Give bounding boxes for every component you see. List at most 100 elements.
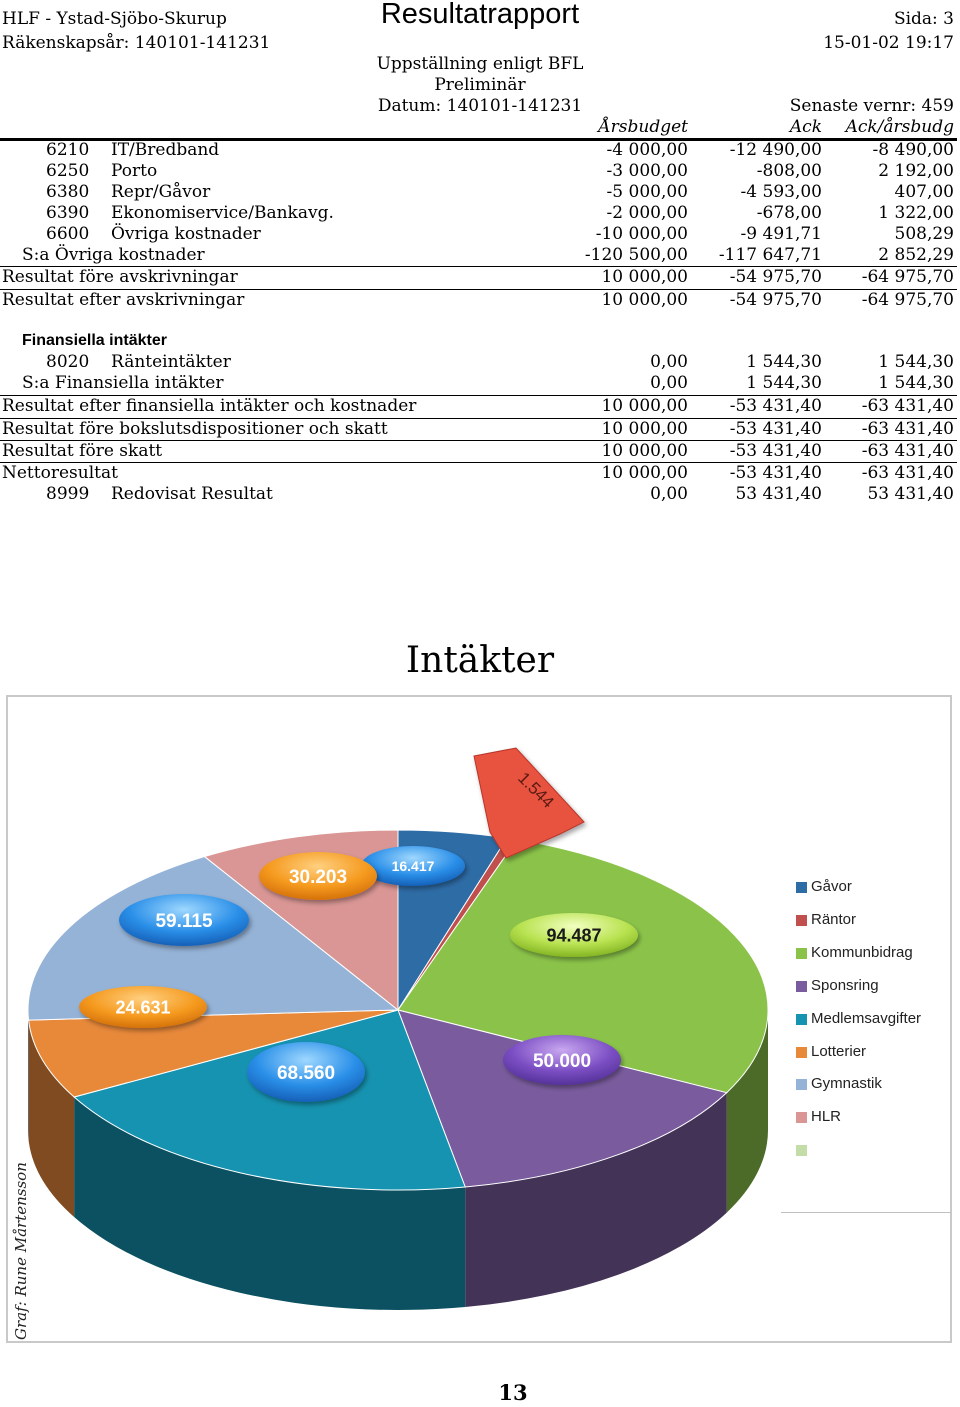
sum-row: S:a Övriga kostnader -120 500,00 -117 64…	[0, 245, 960, 266]
budget-value: 10 000,00	[601, 290, 688, 310]
col-header-budget: Årsbudget	[598, 117, 688, 137]
result-row: Resultat före skatt 10 000,00 -53 431,40…	[0, 441, 960, 462]
pie-slice-kommunbidrag	[397, 839, 769, 1094]
latest-voucher: Senaste vernr: 459	[789, 96, 954, 116]
diff-value: 1 322,00	[878, 203, 954, 223]
data-label-text: 30.203	[289, 867, 347, 888]
legend-label: Gymnastik	[811, 1075, 882, 1092]
budget-value: -4 000,00	[606, 140, 688, 160]
ack-value: -54 975,70	[729, 290, 822, 310]
diff-value: 407,00	[894, 182, 954, 202]
table-row: 6210 IT/Bredband -4 000,00 -12 490,00 -8…	[0, 140, 960, 161]
pie-side-sponsring	[465, 1092, 727, 1308]
data-label-medlemsavgifter: 68.560	[247, 1042, 365, 1102]
data-label-sponsring: 50.000	[503, 1035, 621, 1085]
ack-value: -4 593,00	[740, 182, 822, 202]
data-label-bubble	[259, 852, 377, 900]
account-name: Ekonomiservice/Bankavg.	[111, 203, 334, 223]
print-timestamp: 15-01-02 19:17	[823, 33, 954, 53]
divider	[0, 266, 957, 267]
budget-value: 10 000,00	[601, 267, 688, 287]
page-indicator: Sida: 3	[893, 9, 954, 29]
table-row: 8020 Ränteintäkter 0,00 1 544,30 1 544,3…	[0, 352, 960, 373]
legend-label: Lotterier	[811, 1043, 867, 1060]
pie-slice-sponsring	[397, 1009, 728, 1188]
data-label-bubble	[119, 894, 249, 946]
legend-label: HLR	[811, 1108, 842, 1125]
account-name: Ränteintäkter	[111, 352, 231, 372]
header-rule	[0, 138, 957, 141]
ack-value: -9 491,71	[740, 224, 822, 244]
chart-gridline	[781, 1212, 951, 1213]
result-label: Resultat före skatt	[2, 441, 163, 461]
sum-row: S:a Finansiella intäkter 0,00 1 544,30 1…	[0, 373, 960, 394]
table-row: 6380 Repr/Gåvor -5 000,00 -4 593,00 407,…	[0, 182, 960, 203]
result-label: Resultat efter finansiella intäkter och …	[2, 396, 417, 416]
data-label-bubble	[361, 846, 465, 886]
budget-value: 10 000,00	[601, 463, 688, 483]
chart-credit: Graf: Rune Mårtensson	[12, 1162, 30, 1340]
account-code: 6380	[46, 182, 90, 202]
ack-value: 1 544,30	[746, 352, 822, 372]
diff-value: -63 431,40	[861, 419, 954, 439]
report-status: Preliminär	[434, 75, 526, 95]
legend-swatch	[796, 948, 807, 959]
chart-title: Intäkter	[405, 640, 555, 681]
table-row: 6600 Övriga kostnader -10 000,00 -9 491,…	[0, 224, 960, 245]
data-label-text: 24.631	[115, 997, 170, 1017]
ack-value: -54 975,70	[729, 267, 822, 287]
budget-value: -120 500,00	[584, 245, 688, 265]
table-row: 6390 Ekonomiservice/Bankavg. -2 000,00 -…	[0, 203, 960, 224]
data-label-lotterier: 24.631	[79, 986, 207, 1028]
legend-label: Sponsring	[811, 977, 879, 994]
table-row: 6250 Porto -3 000,00 -808,00 2 192,00	[0, 161, 960, 182]
layout-standard: Uppställning enligt BFL	[376, 54, 584, 74]
diff-value: -63 431,40	[861, 441, 954, 461]
legend-swatch	[796, 981, 807, 992]
account-code: 6250	[46, 161, 90, 181]
data-label-hlr: 30.203	[259, 852, 377, 900]
data-label-bubble	[79, 986, 207, 1028]
data-label-gymnastik: 59.115	[119, 894, 249, 946]
report-title: Resultatrapport	[380, 0, 580, 30]
budget-value: 10 000,00	[601, 441, 688, 461]
data-label-kommunbidrag: 94.487	[510, 913, 638, 957]
divider	[0, 418, 957, 419]
legend-label: Gåvor	[811, 878, 852, 895]
pie-side-kommunbidrag	[726, 1010, 768, 1213]
pie-side-medlemsavgifter	[74, 1097, 466, 1310]
result-row: Resultat efter finansiella intäkter och …	[0, 396, 960, 417]
budget-value: 0,00	[650, 484, 688, 504]
legend-swatch	[796, 1047, 807, 1058]
data-label-text: 16.417	[392, 858, 435, 874]
result-row: Resultat efter avskrivningar 10 000,00 -…	[0, 290, 960, 311]
section-heading: Finansiella intäkter	[22, 332, 167, 349]
diff-value: 1 544,30	[878, 352, 954, 372]
sum-label: S:a Övriga kostnader	[22, 245, 205, 265]
fiscal-year: Räkenskapsår: 140101-141231	[2, 33, 271, 53]
divider	[0, 440, 957, 441]
budget-value: -10 000,00	[595, 224, 688, 244]
data-label-text: 68.560	[277, 1063, 335, 1084]
budget-value: -2 000,00	[606, 203, 688, 223]
budget-value: 10 000,00	[601, 396, 688, 416]
ack-value: -53 431,40	[729, 441, 822, 461]
diff-value: 2 192,00	[878, 161, 954, 181]
diff-value: -64 975,70	[861, 290, 954, 310]
legend-swatch	[796, 1145, 807, 1156]
pie-slice-lotterier	[28, 1009, 399, 1098]
account-code: 6210	[46, 140, 90, 160]
account-name: Redovisat Resultat	[111, 484, 273, 504]
account-name: IT/Bredband	[111, 140, 220, 160]
account-code: 8020	[46, 352, 90, 372]
ack-value: -678,00	[756, 203, 822, 223]
date-range: Datum: 140101-141231	[377, 96, 583, 116]
diff-value: 53 431,40	[867, 484, 954, 504]
diff-value: -63 431,40	[861, 463, 954, 483]
result-label: Resultat efter avskrivningar	[2, 290, 245, 310]
ack-value: 53 431,40	[735, 484, 822, 504]
budget-value: -5 000,00	[606, 182, 688, 202]
ack-value: 1 544,30	[746, 373, 822, 393]
account-code: 6390	[46, 203, 90, 223]
